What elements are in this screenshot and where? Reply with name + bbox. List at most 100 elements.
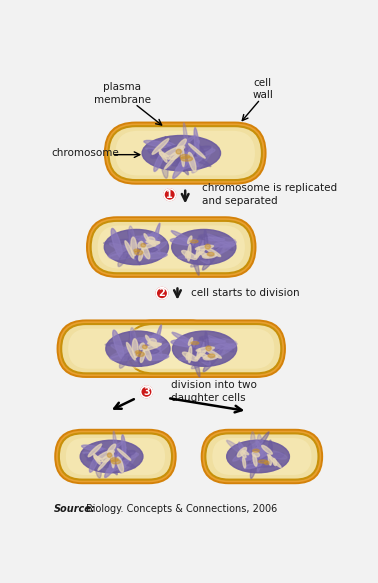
Ellipse shape xyxy=(99,444,114,471)
Ellipse shape xyxy=(127,247,157,252)
Ellipse shape xyxy=(129,349,159,354)
Ellipse shape xyxy=(171,231,201,248)
Ellipse shape xyxy=(95,441,123,462)
Ellipse shape xyxy=(142,235,163,240)
Ellipse shape xyxy=(204,230,208,259)
Ellipse shape xyxy=(105,451,135,461)
Ellipse shape xyxy=(146,148,189,156)
Ellipse shape xyxy=(200,252,209,257)
Ellipse shape xyxy=(246,459,262,471)
FancyBboxPatch shape xyxy=(201,429,323,484)
Ellipse shape xyxy=(180,154,190,159)
FancyBboxPatch shape xyxy=(68,329,208,368)
Ellipse shape xyxy=(98,447,119,469)
Ellipse shape xyxy=(144,141,172,147)
Ellipse shape xyxy=(215,237,233,251)
Ellipse shape xyxy=(205,339,225,342)
Ellipse shape xyxy=(119,353,129,368)
Ellipse shape xyxy=(239,442,248,459)
Ellipse shape xyxy=(188,338,193,345)
Text: division into two
daughter cells: division into two daughter cells xyxy=(171,380,257,403)
Ellipse shape xyxy=(250,444,260,479)
Ellipse shape xyxy=(135,338,153,360)
Ellipse shape xyxy=(188,152,196,171)
Ellipse shape xyxy=(87,452,117,461)
Ellipse shape xyxy=(164,152,179,169)
Ellipse shape xyxy=(136,338,162,344)
Ellipse shape xyxy=(85,454,108,468)
Ellipse shape xyxy=(170,238,207,245)
FancyBboxPatch shape xyxy=(108,126,262,180)
FancyBboxPatch shape xyxy=(98,226,245,269)
Ellipse shape xyxy=(201,342,231,350)
Ellipse shape xyxy=(125,345,153,350)
Ellipse shape xyxy=(191,250,216,257)
Ellipse shape xyxy=(164,146,185,157)
Ellipse shape xyxy=(196,347,214,352)
Ellipse shape xyxy=(149,335,162,356)
Ellipse shape xyxy=(146,335,150,343)
Ellipse shape xyxy=(248,444,252,465)
Ellipse shape xyxy=(192,351,217,359)
Ellipse shape xyxy=(188,346,192,363)
FancyBboxPatch shape xyxy=(66,438,165,475)
Ellipse shape xyxy=(126,342,135,360)
Ellipse shape xyxy=(143,345,147,349)
Ellipse shape xyxy=(187,245,191,261)
FancyBboxPatch shape xyxy=(59,321,217,376)
Ellipse shape xyxy=(185,251,189,258)
Ellipse shape xyxy=(139,343,144,350)
Ellipse shape xyxy=(94,455,101,478)
Ellipse shape xyxy=(144,347,151,360)
Ellipse shape xyxy=(160,150,168,178)
Circle shape xyxy=(156,287,168,299)
Ellipse shape xyxy=(152,325,161,355)
Ellipse shape xyxy=(147,342,161,345)
Ellipse shape xyxy=(103,451,117,475)
Ellipse shape xyxy=(177,139,186,150)
FancyBboxPatch shape xyxy=(203,431,321,482)
Ellipse shape xyxy=(147,237,155,242)
Ellipse shape xyxy=(164,141,191,168)
Ellipse shape xyxy=(146,241,160,244)
Ellipse shape xyxy=(190,240,198,243)
Ellipse shape xyxy=(194,350,210,366)
Ellipse shape xyxy=(257,447,263,472)
Ellipse shape xyxy=(122,435,126,457)
Ellipse shape xyxy=(171,340,208,347)
Ellipse shape xyxy=(135,250,143,255)
Ellipse shape xyxy=(154,152,164,171)
FancyBboxPatch shape xyxy=(212,438,311,475)
Ellipse shape xyxy=(197,349,200,360)
Ellipse shape xyxy=(243,449,260,465)
FancyBboxPatch shape xyxy=(128,324,281,373)
Ellipse shape xyxy=(159,152,170,159)
FancyBboxPatch shape xyxy=(106,124,265,182)
Ellipse shape xyxy=(179,149,211,167)
Text: chromosome is replicated
and separated: chromosome is replicated and separated xyxy=(202,183,338,206)
Ellipse shape xyxy=(215,344,236,349)
Ellipse shape xyxy=(176,149,215,160)
Ellipse shape xyxy=(226,440,251,459)
Ellipse shape xyxy=(171,146,189,175)
Ellipse shape xyxy=(130,332,142,366)
Ellipse shape xyxy=(136,352,144,356)
Ellipse shape xyxy=(140,334,155,353)
Ellipse shape xyxy=(150,148,188,159)
Text: Biology. Concepts & Connections, 2006: Biology. Concepts & Connections, 2006 xyxy=(86,504,277,514)
Ellipse shape xyxy=(273,459,277,466)
Ellipse shape xyxy=(186,353,190,360)
Ellipse shape xyxy=(248,447,266,453)
Ellipse shape xyxy=(268,440,272,459)
Ellipse shape xyxy=(189,240,199,275)
Circle shape xyxy=(164,189,175,201)
FancyBboxPatch shape xyxy=(104,121,266,185)
Ellipse shape xyxy=(125,241,134,258)
FancyBboxPatch shape xyxy=(135,329,274,368)
Ellipse shape xyxy=(181,156,192,161)
Ellipse shape xyxy=(108,444,116,453)
Ellipse shape xyxy=(135,347,161,361)
Text: cell starts to division: cell starts to division xyxy=(191,288,299,298)
Ellipse shape xyxy=(118,251,128,266)
Ellipse shape xyxy=(245,452,273,468)
